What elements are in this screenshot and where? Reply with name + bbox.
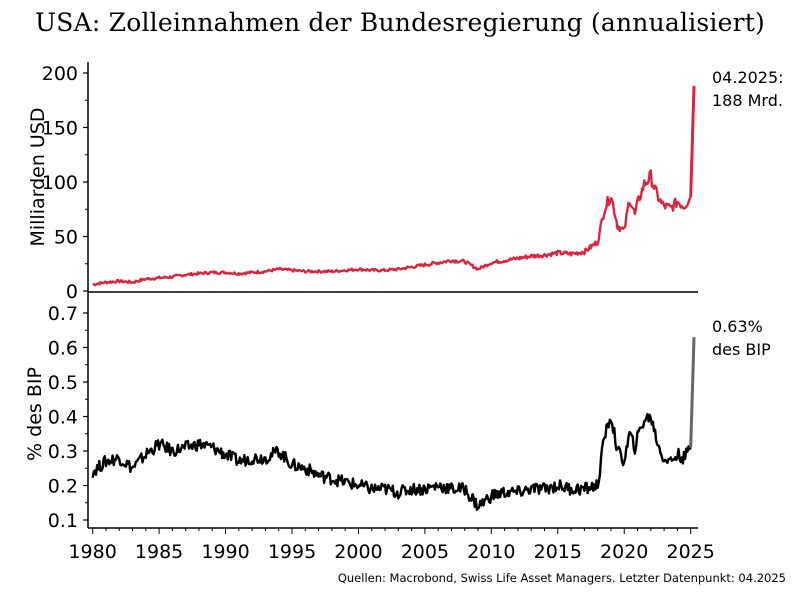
- x-tick-label: 1990: [201, 541, 249, 563]
- x-tick-label: 2005: [401, 541, 449, 563]
- y-tick-label: 0.5: [48, 372, 78, 394]
- annotation-bottom: 0.63% des BIP: [712, 315, 771, 361]
- x-tick-label: 2015: [534, 541, 582, 563]
- series-last-point-bottom: [689, 337, 696, 448]
- y-tick-label: 0: [66, 281, 78, 303]
- x-tick-label: 1980: [68, 541, 116, 563]
- x-tick-label: 2010: [467, 541, 515, 563]
- x-tick-label: 1995: [268, 541, 316, 563]
- y-tick-label: 100: [42, 172, 78, 194]
- source-note: Quellen: Macrobond, Swiss Life Asset Man…: [337, 571, 786, 585]
- annotation-top-line2: 188 Mrd.: [712, 91, 783, 110]
- series-last-point-top: [689, 86, 696, 198]
- y-tick-label: 0.3: [48, 441, 78, 463]
- y-tick-label: 0.4: [48, 407, 78, 429]
- y-tick-label: 0.7: [48, 303, 78, 325]
- annotation-top: 04.2025: 188 Mrd.: [712, 66, 784, 112]
- annotation-top-line1: 04.2025:: [712, 68, 784, 87]
- annotation-bottom-line1: 0.63%: [712, 317, 763, 336]
- x-tick-label: 2000: [334, 541, 382, 563]
- chart-title: USA: Zolleinnahmen der Bundesregierung (…: [35, 8, 765, 37]
- y-tick-label: 50: [54, 227, 78, 249]
- x-tick-label: 1985: [135, 541, 183, 563]
- y-tick-label: 200: [42, 63, 78, 85]
- x-tick-label: 2020: [600, 541, 648, 563]
- y-tick-label: 150: [42, 118, 78, 140]
- y-tick-label: 0.1: [48, 510, 78, 532]
- y-tick-label: 0.6: [48, 338, 78, 360]
- series-line-top: [92, 169, 692, 287]
- x-tick-label: 2025: [667, 541, 715, 563]
- y-tick-label: 0.2: [48, 476, 78, 498]
- annotation-bottom-line2: des BIP: [712, 340, 771, 359]
- series-line-bottom: [91, 412, 692, 511]
